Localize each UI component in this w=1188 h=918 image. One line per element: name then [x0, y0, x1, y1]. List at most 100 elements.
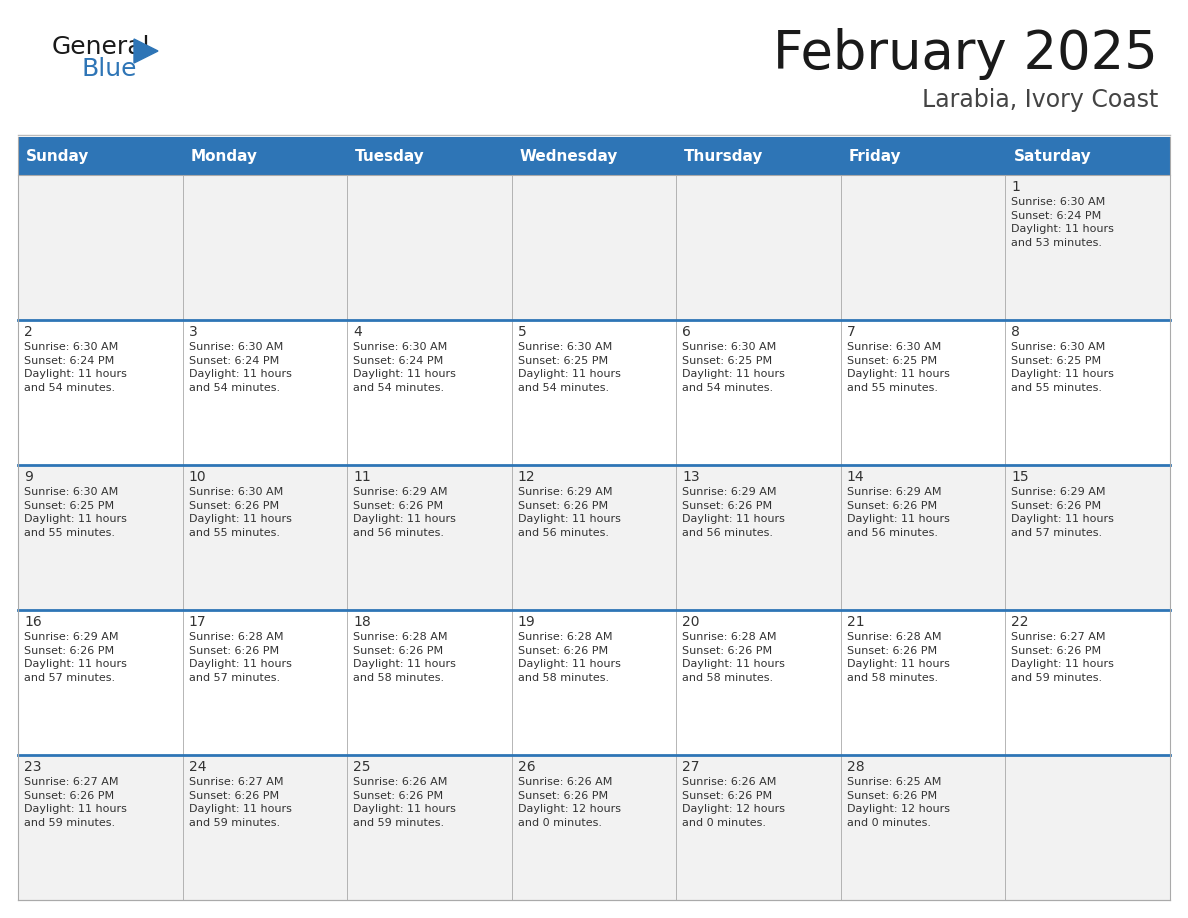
Bar [676, 610, 841, 755]
Text: Sunrise: 6:28 AM
Sunset: 6:26 PM
Daylight: 11 hours
and 58 minutes.: Sunrise: 6:28 AM Sunset: 6:26 PM Dayligh… [353, 632, 456, 683]
Bar [676, 137, 841, 175]
Text: Saturday: Saturday [1013, 149, 1092, 163]
Bar [1005, 465, 1170, 610]
Text: Sunrise: 6:29 AM
Sunset: 6:26 PM
Daylight: 11 hours
and 57 minutes.: Sunrise: 6:29 AM Sunset: 6:26 PM Dayligh… [1011, 487, 1114, 538]
Text: Sunrise: 6:29 AM
Sunset: 6:26 PM
Daylight: 11 hours
and 56 minutes.: Sunrise: 6:29 AM Sunset: 6:26 PM Dayligh… [518, 487, 620, 538]
Text: Sunrise: 6:26 AM
Sunset: 6:26 PM
Daylight: 11 hours
and 59 minutes.: Sunrise: 6:26 AM Sunset: 6:26 PM Dayligh… [353, 777, 456, 828]
Text: Sunrise: 6:30 AM
Sunset: 6:24 PM
Daylight: 11 hours
and 54 minutes.: Sunrise: 6:30 AM Sunset: 6:24 PM Dayligh… [24, 342, 127, 393]
Text: Sunrise: 6:30 AM
Sunset: 6:26 PM
Daylight: 11 hours
and 55 minutes.: Sunrise: 6:30 AM Sunset: 6:26 PM Dayligh… [189, 487, 291, 538]
Bar [841, 610, 1005, 755]
Bar [18, 610, 183, 755]
Text: 7: 7 [847, 325, 855, 339]
Bar [512, 175, 676, 320]
Text: Sunrise: 6:26 AM
Sunset: 6:26 PM
Daylight: 12 hours
and 0 minutes.: Sunrise: 6:26 AM Sunset: 6:26 PM Dayligh… [682, 777, 785, 828]
Text: Sunrise: 6:30 AM
Sunset: 6:24 PM
Daylight: 11 hours
and 54 minutes.: Sunrise: 6:30 AM Sunset: 6:24 PM Dayligh… [189, 342, 291, 393]
Bar [1005, 320, 1170, 465]
Text: February 2025: February 2025 [773, 28, 1158, 80]
Text: 24: 24 [189, 760, 206, 774]
Text: Sunrise: 6:28 AM
Sunset: 6:26 PM
Daylight: 11 hours
and 58 minutes.: Sunrise: 6:28 AM Sunset: 6:26 PM Dayligh… [518, 632, 620, 683]
Bar [183, 610, 347, 755]
Text: Sunrise: 6:26 AM
Sunset: 6:26 PM
Daylight: 12 hours
and 0 minutes.: Sunrise: 6:26 AM Sunset: 6:26 PM Dayligh… [518, 777, 620, 828]
Bar [676, 320, 841, 465]
Bar [347, 175, 512, 320]
Bar [512, 320, 676, 465]
Bar [841, 755, 1005, 900]
Text: 22: 22 [1011, 615, 1029, 629]
Text: 13: 13 [682, 470, 700, 484]
Text: 25: 25 [353, 760, 371, 774]
Bar [676, 465, 841, 610]
Bar [183, 137, 347, 175]
Bar [18, 175, 183, 320]
Bar [512, 465, 676, 610]
Text: 4: 4 [353, 325, 362, 339]
Text: 20: 20 [682, 615, 700, 629]
Text: General: General [52, 35, 151, 59]
Bar [183, 175, 347, 320]
Text: 11: 11 [353, 470, 371, 484]
Bar [1005, 137, 1170, 175]
Text: 23: 23 [24, 760, 42, 774]
Text: Sunrise: 6:30 AM
Sunset: 6:25 PM
Daylight: 11 hours
and 55 minutes.: Sunrise: 6:30 AM Sunset: 6:25 PM Dayligh… [24, 487, 127, 538]
Text: 9: 9 [24, 470, 33, 484]
Text: 27: 27 [682, 760, 700, 774]
Text: Sunrise: 6:30 AM
Sunset: 6:25 PM
Daylight: 11 hours
and 54 minutes.: Sunrise: 6:30 AM Sunset: 6:25 PM Dayligh… [518, 342, 620, 393]
Bar [1005, 755, 1170, 900]
Bar [347, 755, 512, 900]
Text: 15: 15 [1011, 470, 1029, 484]
Text: Sunrise: 6:28 AM
Sunset: 6:26 PM
Daylight: 11 hours
and 58 minutes.: Sunrise: 6:28 AM Sunset: 6:26 PM Dayligh… [847, 632, 949, 683]
Text: Blue: Blue [82, 57, 138, 81]
Text: Sunrise: 6:30 AM
Sunset: 6:24 PM
Daylight: 11 hours
and 54 minutes.: Sunrise: 6:30 AM Sunset: 6:24 PM Dayligh… [353, 342, 456, 393]
Text: Sunrise: 6:25 AM
Sunset: 6:26 PM
Daylight: 12 hours
and 0 minutes.: Sunrise: 6:25 AM Sunset: 6:26 PM Dayligh… [847, 777, 950, 828]
Text: Friday: Friday [849, 149, 902, 163]
Text: Sunrise: 6:29 AM
Sunset: 6:26 PM
Daylight: 11 hours
and 56 minutes.: Sunrise: 6:29 AM Sunset: 6:26 PM Dayligh… [682, 487, 785, 538]
Bar [841, 320, 1005, 465]
Text: Sunrise: 6:30 AM
Sunset: 6:25 PM
Daylight: 11 hours
and 54 minutes.: Sunrise: 6:30 AM Sunset: 6:25 PM Dayligh… [682, 342, 785, 393]
Bar [18, 320, 183, 465]
Text: Tuesday: Tuesday [355, 149, 425, 163]
Text: Sunrise: 6:28 AM
Sunset: 6:26 PM
Daylight: 11 hours
and 57 minutes.: Sunrise: 6:28 AM Sunset: 6:26 PM Dayligh… [189, 632, 291, 683]
Text: 21: 21 [847, 615, 865, 629]
Text: Sunrise: 6:29 AM
Sunset: 6:26 PM
Daylight: 11 hours
and 56 minutes.: Sunrise: 6:29 AM Sunset: 6:26 PM Dayligh… [353, 487, 456, 538]
Text: 12: 12 [518, 470, 536, 484]
Text: Sunday: Sunday [26, 149, 89, 163]
Text: Sunrise: 6:27 AM
Sunset: 6:26 PM
Daylight: 11 hours
and 59 minutes.: Sunrise: 6:27 AM Sunset: 6:26 PM Dayligh… [1011, 632, 1114, 683]
Bar [183, 755, 347, 900]
Bar [18, 465, 183, 610]
Text: Sunrise: 6:30 AM
Sunset: 6:25 PM
Daylight: 11 hours
and 55 minutes.: Sunrise: 6:30 AM Sunset: 6:25 PM Dayligh… [847, 342, 949, 393]
Text: Sunrise: 6:28 AM
Sunset: 6:26 PM
Daylight: 11 hours
and 58 minutes.: Sunrise: 6:28 AM Sunset: 6:26 PM Dayligh… [682, 632, 785, 683]
Text: 6: 6 [682, 325, 691, 339]
Polygon shape [134, 39, 158, 63]
Text: Larabia, Ivory Coast: Larabia, Ivory Coast [922, 88, 1158, 112]
Text: 28: 28 [847, 760, 865, 774]
Text: 2: 2 [24, 325, 33, 339]
Bar [676, 175, 841, 320]
Bar [1005, 610, 1170, 755]
Text: 14: 14 [847, 470, 865, 484]
Text: 8: 8 [1011, 325, 1020, 339]
Bar [512, 755, 676, 900]
Bar [347, 610, 512, 755]
Bar [841, 175, 1005, 320]
Bar [18, 755, 183, 900]
Text: Wednesday: Wednesday [519, 149, 618, 163]
Text: 16: 16 [24, 615, 42, 629]
Text: Sunrise: 6:27 AM
Sunset: 6:26 PM
Daylight: 11 hours
and 59 minutes.: Sunrise: 6:27 AM Sunset: 6:26 PM Dayligh… [24, 777, 127, 828]
Bar [18, 137, 183, 175]
Bar [183, 320, 347, 465]
Bar [347, 465, 512, 610]
Text: Thursday: Thursday [684, 149, 764, 163]
Text: 10: 10 [189, 470, 207, 484]
Bar [512, 610, 676, 755]
Text: 17: 17 [189, 615, 207, 629]
Text: Sunrise: 6:30 AM
Sunset: 6:24 PM
Daylight: 11 hours
and 53 minutes.: Sunrise: 6:30 AM Sunset: 6:24 PM Dayligh… [1011, 197, 1114, 248]
Bar [183, 465, 347, 610]
Text: Monday: Monday [190, 149, 258, 163]
Bar [841, 137, 1005, 175]
Bar [1005, 175, 1170, 320]
Text: 19: 19 [518, 615, 536, 629]
Bar [347, 137, 512, 175]
Text: 1: 1 [1011, 180, 1020, 194]
Bar [676, 755, 841, 900]
Bar [841, 465, 1005, 610]
